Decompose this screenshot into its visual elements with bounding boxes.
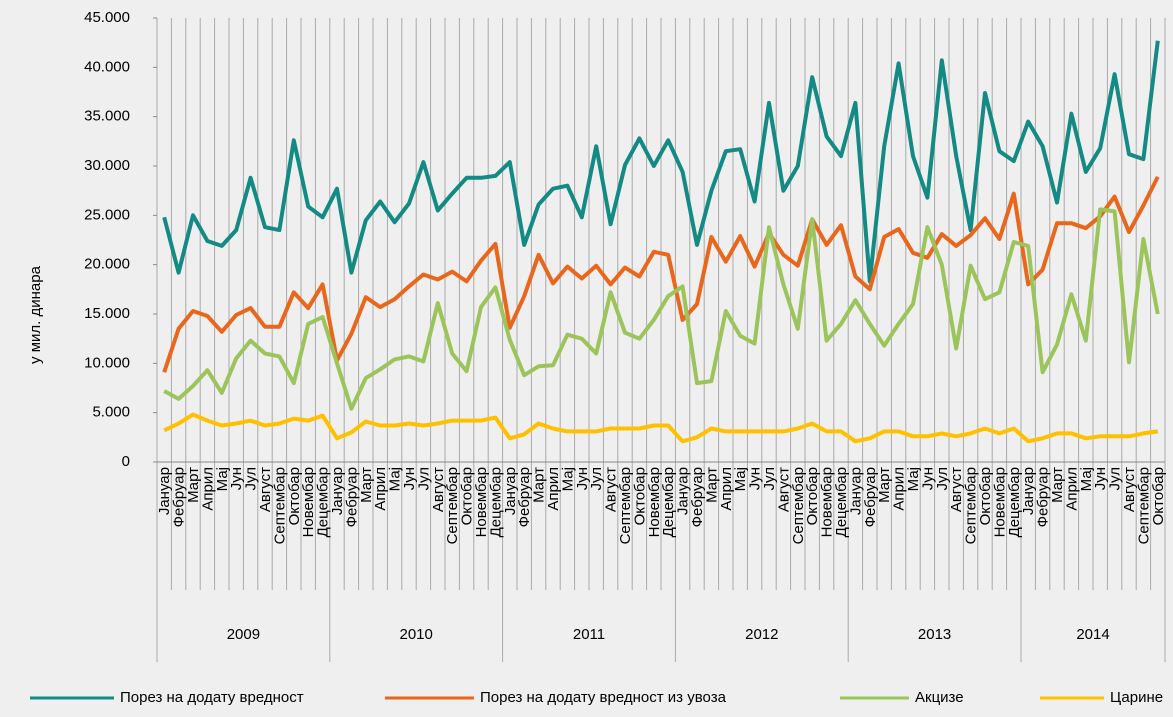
x-tick-label: Децембар <box>315 467 332 537</box>
x-tick-label: Септембар <box>963 467 980 544</box>
x-tick-label: Август <box>948 467 965 512</box>
x-tick-label: Април <box>545 467 562 511</box>
x-tick-label: Фебруар <box>171 467 188 527</box>
x-tick-label: Април <box>1063 467 1080 511</box>
y-tick-label: 30.000 <box>84 157 130 174</box>
y-tick-label: 45.000 <box>84 9 130 26</box>
x-tick-label: Фебруар <box>516 467 533 527</box>
x-tick-label: Јул <box>1107 467 1124 490</box>
x-tick-label: Август <box>775 467 792 512</box>
x-tick-label: Јун <box>574 467 591 490</box>
x-tick-label: Новембар <box>991 467 1008 537</box>
x-tick-label: Април <box>718 467 735 511</box>
x-tick-label: Мај <box>905 467 922 491</box>
year-label: 2011 <box>573 626 605 643</box>
x-tick-label: Септембар <box>617 467 634 544</box>
x-tick-label: Јул <box>243 467 260 490</box>
x-tick-label: Септембар <box>790 467 807 544</box>
y-tick-label: 15.000 <box>84 305 130 322</box>
x-tick-label: Септембар <box>271 467 288 544</box>
x-tick-label: Новембар <box>819 467 836 537</box>
x-tick-label: Мај <box>387 467 404 491</box>
x-tick-label: Новембар <box>300 467 317 537</box>
year-label: 2012 <box>745 626 778 643</box>
x-tick-label: Април <box>891 467 908 511</box>
x-tick-label: Јануар <box>156 467 173 515</box>
x-tick-label: Август <box>603 467 620 512</box>
x-tick-label: Јун <box>919 467 936 490</box>
y-tick-label: 5.000 <box>92 404 130 421</box>
x-tick-label: Новембар <box>473 467 490 537</box>
x-tick-label: Фебруар <box>689 467 706 527</box>
x-tick-label: Март <box>358 467 375 503</box>
x-tick-label: Март <box>703 467 720 503</box>
x-tick-label: Октобар <box>631 467 648 525</box>
year-label: 2014 <box>1076 626 1109 643</box>
x-tick-label: Фебруар <box>1035 467 1052 527</box>
x-tick-label: Јун <box>1092 467 1109 490</box>
x-tick-label: Октобар <box>286 467 303 525</box>
x-tick-label: Јул <box>761 467 778 490</box>
x-tick-label: Фебруар <box>343 467 360 527</box>
y-tick-label: 20.000 <box>84 256 130 273</box>
x-tick-label: Новембар <box>646 467 663 537</box>
y-tick-label: 0 <box>122 453 130 470</box>
x-tick-label: Јануар <box>1020 467 1037 515</box>
x-tick-label: Мај <box>214 467 231 491</box>
x-tick-label: Јануар <box>329 467 346 515</box>
line-series <box>163 412 1159 444</box>
x-tick-label: Септембар <box>1135 467 1152 544</box>
line-series <box>162 176 1160 373</box>
x-tick-label: Април <box>372 467 389 511</box>
x-tick-label: Јул <box>588 467 605 490</box>
legend-label: Порез на додату вредност из увоза <box>480 689 727 706</box>
line-series <box>162 40 1160 284</box>
x-tick-label: Април <box>199 467 216 511</box>
year-label: 2013 <box>918 626 951 643</box>
y-tick-label: 40.000 <box>84 58 130 75</box>
y-tick-label: 10.000 <box>84 354 130 371</box>
x-tick-label: Март <box>876 467 893 503</box>
x-tick-label: Октобар <box>804 467 821 525</box>
y-tick-label: 25.000 <box>84 206 130 223</box>
x-tick-label: Март <box>1049 467 1066 503</box>
x-tick-label: Јануар <box>502 467 519 515</box>
x-tick-label: Јануар <box>847 467 864 515</box>
x-tick-label: Децембар <box>1006 467 1023 537</box>
x-tick-label: Мај <box>1078 467 1095 491</box>
x-tick-label: Децембар <box>487 467 504 537</box>
x-tick-label: Јануар <box>675 467 692 515</box>
x-tick-label: Август <box>1121 467 1138 512</box>
x-tick-label: Мај <box>559 467 576 491</box>
year-label: 2009 <box>227 626 260 643</box>
x-tick-label: Октобар <box>459 467 476 525</box>
x-tick-label: Фебруар <box>862 467 879 527</box>
legend-label: Царине <box>1110 689 1163 706</box>
y-axis-label: у мил. динара <box>27 265 44 364</box>
x-tick-label: Октобар <box>1150 467 1167 525</box>
legend-label: Порез на додату вредност <box>120 689 304 706</box>
x-tick-label: Март <box>185 467 202 503</box>
x-tick-label: Јун <box>401 467 418 490</box>
line-series <box>163 207 1160 411</box>
x-tick-label: Август <box>257 467 274 512</box>
x-tick-label: Септембар <box>444 467 461 544</box>
x-tick-label: Август <box>430 467 447 512</box>
x-tick-label: Јун <box>747 467 764 490</box>
x-tick-label: Јул <box>934 467 951 490</box>
x-tick-label: Март <box>531 467 548 503</box>
x-tick-label: Децембар <box>660 467 677 537</box>
y-tick-label: 35.000 <box>84 108 130 125</box>
x-tick-label: Октобар <box>977 467 994 525</box>
x-tick-label: Јул <box>415 467 432 490</box>
year-label: 2010 <box>400 626 433 643</box>
x-tick-label: Децембар <box>833 467 850 537</box>
x-tick-label: Мај <box>732 467 749 491</box>
x-tick-label: Јун <box>228 467 245 490</box>
legend-label: Акцизе <box>915 689 964 706</box>
